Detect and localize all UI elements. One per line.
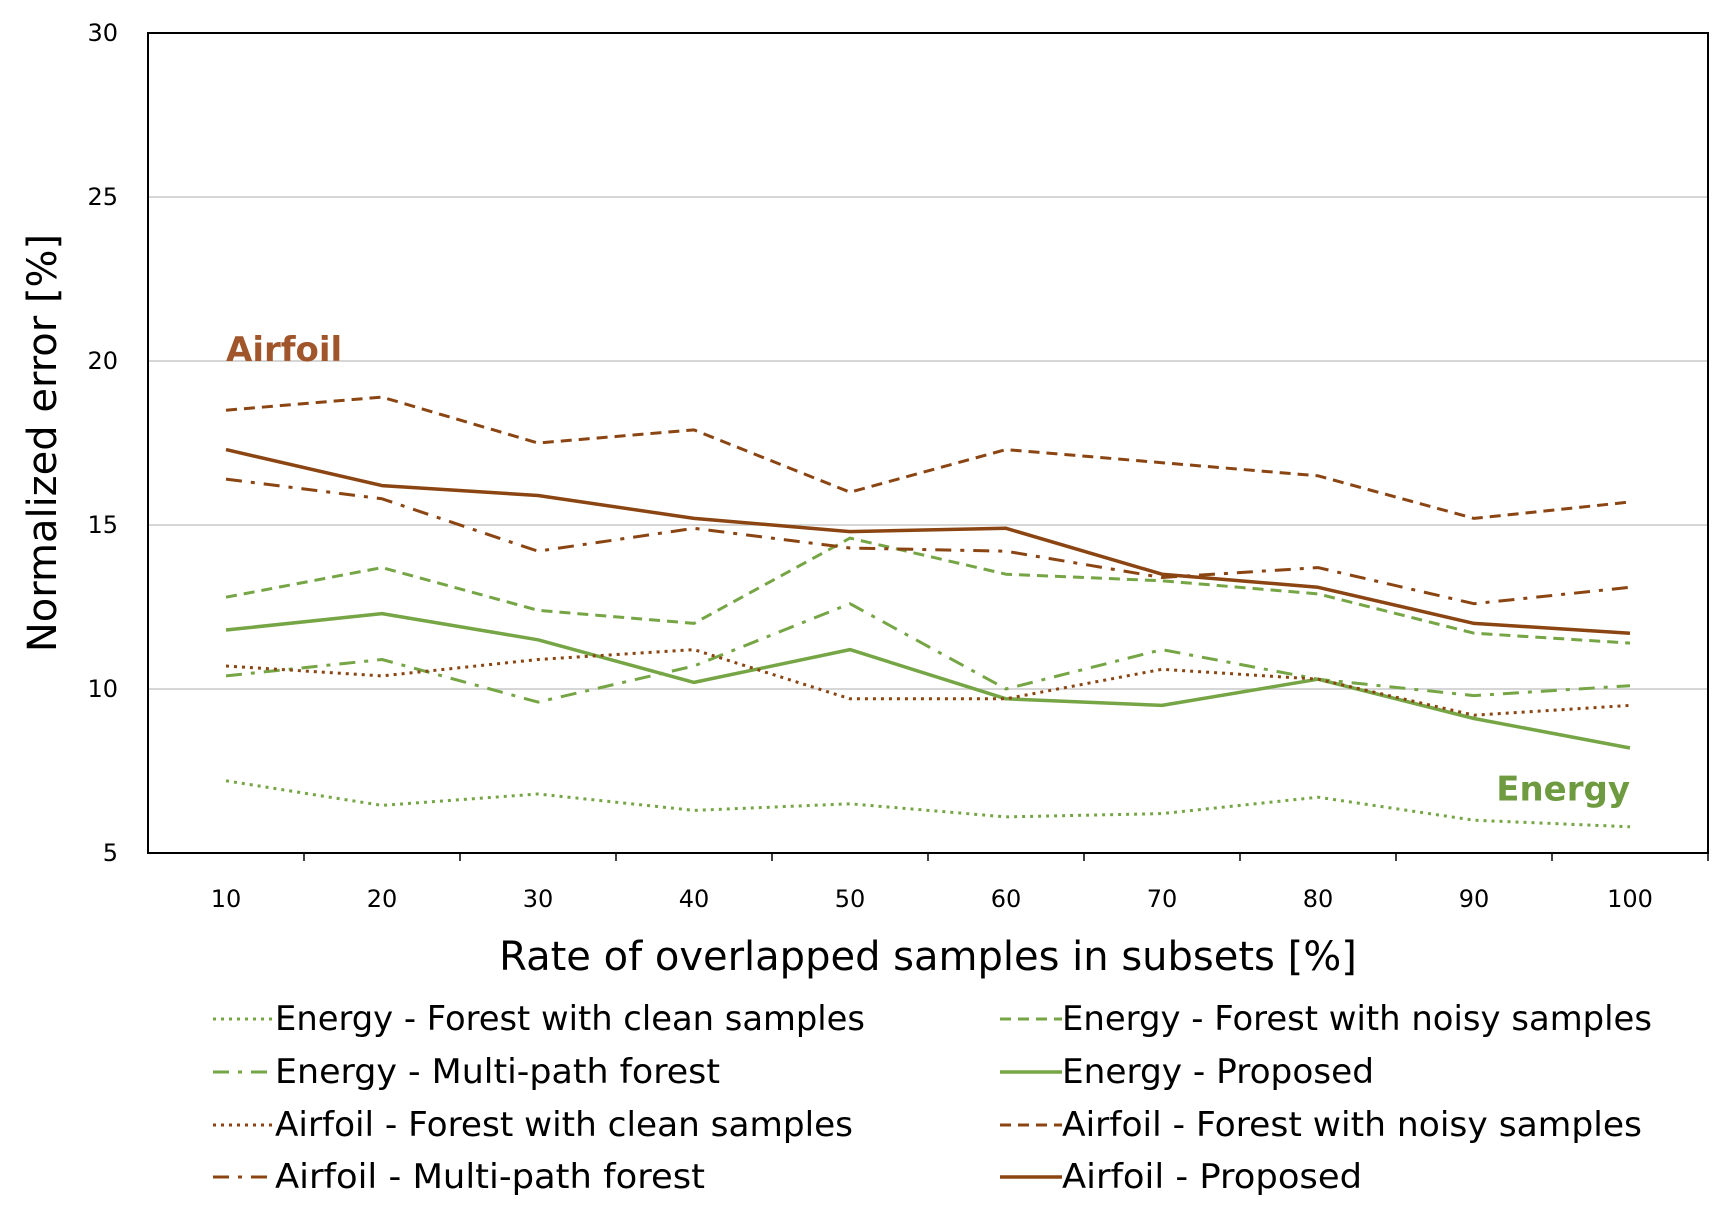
x-tick-label: 100 — [1607, 885, 1653, 913]
legend-label: Airfoil - Forest with noisy samples — [1062, 1105, 1642, 1145]
series-line-2 — [225, 602, 1631, 704]
legend: Energy - Forest with clean samples Energy… — [213, 999, 1652, 1197]
series-line-7 — [225, 447, 1631, 635]
legend-label: Energy - Forest with noisy samples — [1062, 999, 1652, 1039]
plot-area-frame — [147, 32, 1709, 854]
series-lines — [225, 395, 1631, 829]
y-tick-label: 15 — [87, 511, 118, 539]
y-tick-label: 25 — [87, 183, 118, 211]
y-tick-label: 30 — [87, 19, 118, 47]
x-axis-title: Rate of overlapped samples in subsets [%… — [499, 934, 1357, 980]
annotations: Airfoil Energy — [226, 330, 1630, 810]
x-tick-label: 50 — [835, 885, 866, 913]
annotation-airfoil: Airfoil — [226, 330, 342, 370]
legend-label: Energy - Forest with clean samples — [275, 999, 865, 1039]
series-line-0 — [225, 779, 1631, 829]
series-line-4 — [225, 648, 1631, 717]
x-tick-label: 40 — [679, 885, 710, 913]
x-tick-label: 80 — [1303, 885, 1334, 913]
annotation-energy: Energy — [1496, 770, 1630, 810]
legend-label: Energy - Multi-path forest — [275, 1052, 720, 1092]
x-tick-label: 90 — [1459, 885, 1490, 913]
legend-label: Airfoil - Multi-path forest — [275, 1157, 705, 1197]
x-tick-label: 70 — [1147, 885, 1178, 913]
y-tick-label: 20 — [87, 347, 118, 375]
series-line-5 — [225, 395, 1631, 520]
legend-label: Airfoil - Forest with clean samples — [275, 1105, 853, 1145]
legend-label: Airfoil - Proposed — [1062, 1157, 1362, 1197]
x-tick-label: 60 — [991, 885, 1022, 913]
series-line-1 — [225, 536, 1631, 645]
series-line-3 — [225, 611, 1631, 750]
series-line-6 — [225, 477, 1631, 606]
y-tick-label: 5 — [103, 839, 118, 867]
x-tick-label: 30 — [523, 885, 554, 913]
x-tick-label: 10 — [211, 885, 242, 913]
y-tick-label: 10 — [87, 675, 118, 703]
grid-lines — [148, 196, 1708, 690]
y-axis-title: Normalized error [%] — [20, 234, 66, 652]
x-tick-label: 20 — [367, 885, 398, 913]
x-axis-ticks: 10 20 30 40 50 60 70 80 90 100 — [211, 853, 1709, 913]
y-axis-ticks: 5 10 15 20 25 30 — [87, 19, 118, 867]
legend-label: Energy - Proposed — [1062, 1052, 1374, 1092]
